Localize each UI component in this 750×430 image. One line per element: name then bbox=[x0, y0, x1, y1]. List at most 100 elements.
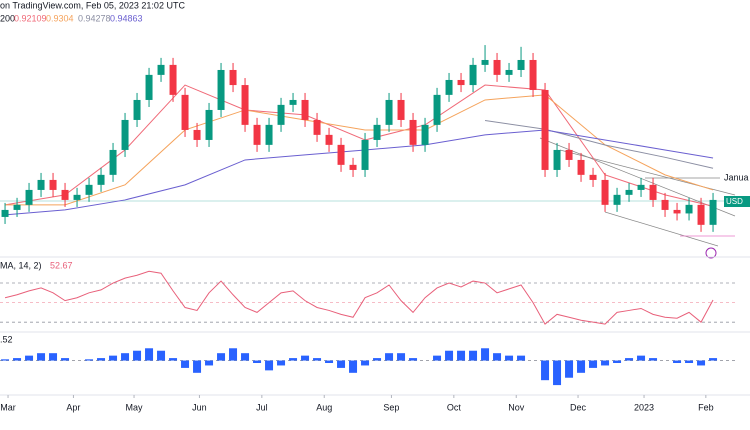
x-tick-label: Oct bbox=[447, 402, 462, 412]
event-icon bbox=[705, 247, 717, 259]
candle-body bbox=[181, 94, 189, 130]
macd-bar bbox=[241, 353, 250, 361]
candle-body bbox=[85, 184, 93, 195]
candle-body bbox=[253, 124, 261, 145]
candle-body bbox=[145, 74, 153, 100]
macd-bar bbox=[409, 358, 418, 361]
candle-body bbox=[1, 209, 9, 217]
macd-bar bbox=[637, 355, 646, 361]
macd-bar bbox=[121, 353, 130, 361]
rsi-line bbox=[4, 270, 714, 325]
candle-body bbox=[25, 189, 33, 205]
macd-bar bbox=[13, 358, 22, 361]
candle-body bbox=[517, 59, 525, 70]
candle-body bbox=[649, 184, 657, 200]
macd-bar bbox=[217, 353, 226, 361]
candle-body bbox=[409, 119, 417, 145]
trend-line bbox=[604, 211, 719, 247]
macd-bar bbox=[457, 350, 466, 361]
candle-body bbox=[613, 194, 621, 205]
candle-body bbox=[625, 189, 633, 195]
price-tag: USD bbox=[726, 197, 743, 206]
candle-body bbox=[637, 184, 645, 190]
macd-bar bbox=[601, 360, 610, 366]
candle-body bbox=[157, 64, 165, 75]
candle-body bbox=[577, 159, 585, 175]
macd-bar bbox=[37, 353, 46, 361]
candle-body bbox=[493, 59, 501, 75]
candle-body bbox=[73, 194, 81, 200]
macd-bar bbox=[373, 358, 382, 361]
macd-bar bbox=[553, 360, 562, 386]
macd-bar bbox=[49, 353, 58, 361]
candle-body bbox=[277, 104, 285, 125]
macd-bar bbox=[349, 360, 358, 373]
macd-bar bbox=[709, 358, 718, 361]
candle-body bbox=[109, 149, 117, 175]
macd-bar bbox=[445, 350, 454, 361]
candle-body bbox=[301, 99, 309, 120]
macd-bar bbox=[385, 353, 394, 361]
x-tick-label: Jul bbox=[256, 402, 268, 412]
candle-body bbox=[709, 199, 717, 225]
legend-value: 0.9304 bbox=[46, 13, 74, 23]
macd-bar bbox=[265, 360, 274, 371]
macd-bar bbox=[325, 360, 334, 363]
chart-title: on TradingView.com, Feb 05, 2023 21:02 U… bbox=[0, 0, 185, 10]
macd-bar bbox=[229, 348, 238, 361]
x-tick-label: 2023 bbox=[634, 402, 654, 412]
candle-body bbox=[457, 79, 465, 86]
rsi-label: MA, 14, 2) bbox=[0, 260, 42, 270]
candle-body bbox=[445, 79, 453, 95]
macd-bar bbox=[517, 355, 526, 361]
macd-bar bbox=[301, 355, 310, 361]
candle-body bbox=[349, 164, 357, 170]
candle-body bbox=[589, 174, 597, 180]
macd-bar bbox=[337, 360, 346, 368]
macd-bar bbox=[673, 360, 682, 363]
macd-bar bbox=[481, 348, 490, 361]
candle-body bbox=[505, 69, 513, 75]
x-tick-label: Mar bbox=[0, 402, 16, 412]
x-tick-label: Nov bbox=[508, 402, 525, 412]
macd-bar bbox=[169, 358, 178, 361]
candle-body bbox=[193, 129, 201, 140]
macd-bar bbox=[577, 360, 586, 373]
candle-body bbox=[205, 109, 213, 140]
candle-body bbox=[469, 64, 477, 86]
candle-body bbox=[37, 179, 45, 190]
macd-bar bbox=[397, 353, 406, 361]
candle-body bbox=[217, 69, 225, 110]
candle-body bbox=[169, 64, 177, 95]
candle-body bbox=[553, 149, 561, 170]
x-tick-label: Feb bbox=[698, 402, 714, 412]
x-tick-label: Jun bbox=[192, 402, 207, 412]
candle-body bbox=[121, 119, 129, 150]
macd-bar bbox=[193, 360, 202, 373]
candle-body bbox=[241, 85, 249, 125]
legend-value: 0.94863 bbox=[110, 13, 143, 23]
candle-body bbox=[289, 99, 297, 105]
indicator-label: 200 bbox=[0, 13, 15, 23]
macd-bar bbox=[289, 358, 298, 361]
candle-body bbox=[265, 124, 273, 145]
candle-body bbox=[541, 89, 549, 170]
candle-body bbox=[661, 199, 669, 210]
macd-bar bbox=[469, 350, 478, 361]
candle-body bbox=[13, 204, 21, 210]
candle-body bbox=[229, 69, 237, 86]
macd-bar bbox=[181, 360, 190, 368]
x-tick-label: Apr bbox=[66, 402, 80, 412]
candle-body bbox=[133, 99, 141, 120]
macd-bar bbox=[145, 348, 154, 361]
x-tick-label: Dec bbox=[570, 402, 587, 412]
macd-bar bbox=[1, 359, 10, 361]
candle-body bbox=[481, 59, 489, 65]
rsi-value: 52.67 bbox=[50, 260, 73, 270]
candle-body bbox=[97, 174, 105, 185]
macd-bar bbox=[109, 355, 118, 361]
macd-bar bbox=[313, 358, 322, 361]
x-tick-label: Sep bbox=[383, 402, 399, 412]
